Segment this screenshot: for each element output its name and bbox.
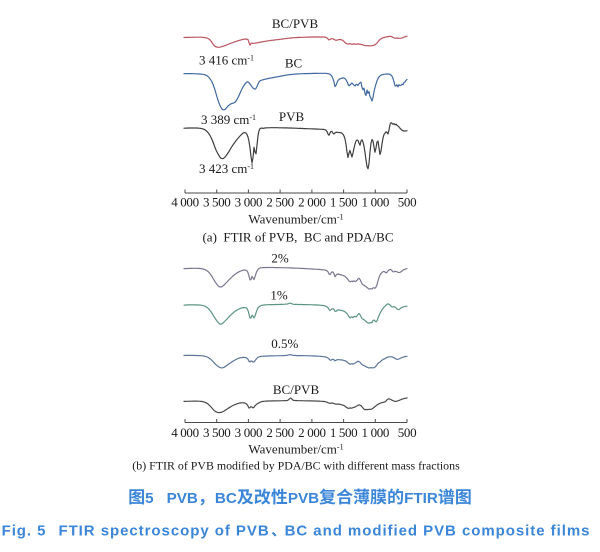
svg-text:(a) FTIR of PVB, BC and PDA/: (a) FTIR of PVB, BC and PDA/BC: [202, 230, 393, 245]
svg-text:2%: 2%: [271, 250, 289, 265]
svg-text:4 000: 4 000: [171, 425, 199, 440]
svg-text:1 500: 1 500: [330, 425, 358, 440]
svg-text:BC: BC: [215, 490, 237, 507]
svg-text:BC/PVB: BC/PVB: [272, 16, 319, 31]
svg-text:(b) FTIR of PVB modified by PD: (b) FTIR of PVB modified by PDA/BC with …: [132, 459, 460, 473]
svg-text:BC and modified PVB composite: BC and modified PVB composite films: [285, 523, 591, 540]
svg-text:3 500: 3 500: [203, 425, 231, 440]
svg-text:2 500: 2 500: [266, 195, 294, 210]
svg-text:3 423 cm-1: 3 423 cm-1: [199, 161, 254, 176]
svg-text:BC/PVB: BC/PVB: [273, 382, 320, 397]
svg-text:0.5%: 0.5%: [271, 336, 298, 351]
svg-text:1%: 1%: [270, 287, 288, 302]
svg-text:4 000: 4 000: [171, 195, 199, 210]
svg-text:2 000: 2 000: [298, 425, 326, 440]
svg-text:PVB: PVB: [288, 490, 319, 507]
svg-text:PVB: PVB: [167, 490, 198, 507]
svg-text:Wavenumber/cm-1: Wavenumber/cm-1: [248, 442, 343, 457]
svg-text:3 389 cm-1: 3 389 cm-1: [201, 112, 256, 127]
svg-text:2 500: 2 500: [266, 425, 294, 440]
svg-text:FTIR: FTIR: [404, 490, 438, 507]
svg-text:3 500: 3 500: [203, 195, 231, 210]
svg-text:500: 500: [398, 425, 416, 440]
svg-text:FTIR spectroscopy of PVB: FTIR spectroscopy of PVB: [58, 523, 269, 540]
svg-text:3 000: 3 000: [235, 195, 263, 210]
svg-text:1 000: 1 000: [362, 195, 390, 210]
svg-text:5: 5: [145, 490, 154, 507]
svg-text:2 000: 2 000: [298, 195, 326, 210]
svg-text:1 000: 1 000: [362, 425, 390, 440]
svg-text:Wavenumber/cm-1: Wavenumber/cm-1: [248, 212, 343, 227]
svg-text:BC: BC: [285, 56, 302, 71]
svg-text:PVB: PVB: [279, 109, 305, 124]
svg-text:3 416 cm-1: 3 416 cm-1: [199, 53, 254, 68]
svg-text:500: 500: [398, 195, 416, 210]
svg-text:1 500: 1 500: [330, 195, 358, 210]
svg-text:3 000: 3 000: [235, 425, 263, 440]
svg-text:Fig. 5: Fig. 5: [2, 523, 47, 540]
